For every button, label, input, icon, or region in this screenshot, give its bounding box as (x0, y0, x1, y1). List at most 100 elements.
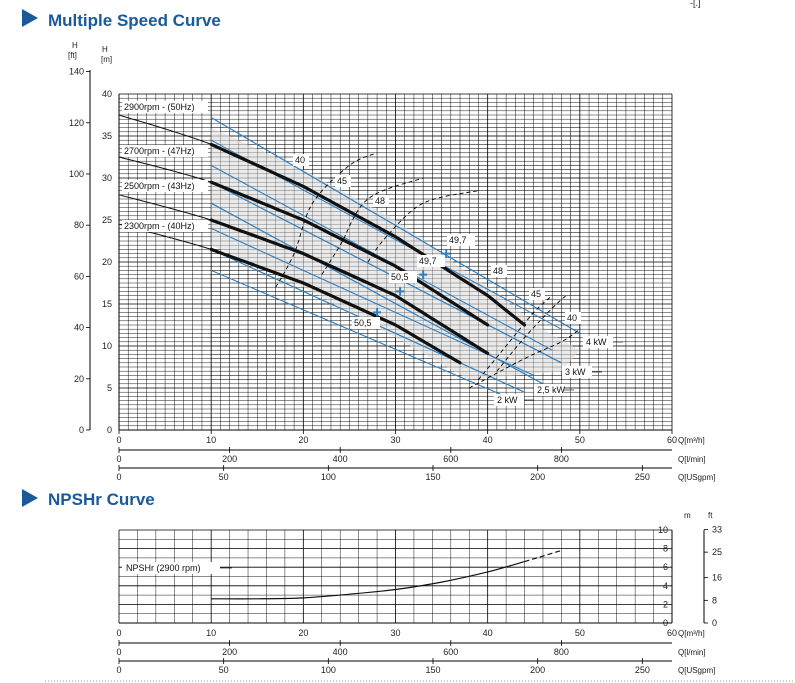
ft-tick-label: 100 (69, 169, 84, 179)
npshr-x-tick-label: 10 (206, 628, 216, 638)
efficiency-label-bg (491, 265, 507, 277)
section-arrow-icon (22, 489, 38, 507)
efficiency-line (468, 328, 581, 389)
npshr-x-tick-label: 200 (530, 665, 545, 675)
efficiency-label-bg (335, 175, 351, 187)
ft-tick-label: 80 (74, 220, 84, 230)
ft-axis-label: H (72, 41, 78, 50)
ft-tick-label: 40 (74, 323, 84, 333)
power-label-bg (583, 336, 613, 348)
npshr-x-tick-label: 800 (554, 647, 569, 657)
npshr-x-tick-label: 100 (321, 665, 336, 675)
ft-tick-label: 140 (69, 67, 84, 77)
efficiency-line (275, 152, 378, 288)
x-tick-label: 50 (219, 472, 229, 482)
npshr-x-tick-label: 150 (425, 665, 440, 675)
speed-label-bg (122, 145, 208, 157)
efficiency-lines (275, 152, 581, 389)
npshr-x-tick-label: 250 (635, 665, 650, 675)
power-lines (210, 117, 581, 402)
section-arrow-icon (22, 9, 38, 27)
multiple-speed-header: Multiple Speed Curve (22, 9, 221, 30)
x-tick-label: 10 (206, 435, 216, 445)
power-label: 2 kW (497, 395, 518, 405)
speed-label: 2300rpm - (40Hz) (124, 221, 195, 231)
npshr-m-tick-label: 4 (663, 581, 668, 591)
efficiency-label-bg (565, 312, 581, 324)
npshr-x-tick-label: 0 (116, 665, 121, 675)
m-tick-label: 30 (102, 173, 112, 183)
efficiency-label-bg (529, 288, 545, 300)
power-line (210, 269, 516, 402)
efficiency-label: 45 (337, 176, 347, 186)
npshr-chart: 0 2 4 6 8 10 m 0 8 16 25 33 ft 0 10 20 30 40 50 60 Q[m³/h] 0 2… (116, 511, 722, 675)
efficiency-label-bg (293, 154, 309, 166)
x-tick-label: 100 (321, 472, 336, 482)
x-tick-label: 200 (530, 472, 545, 482)
efficiency-marker (373, 308, 382, 317)
m-tick-label: 40 (102, 89, 112, 99)
efficiency-line (496, 295, 567, 372)
ft-tick-label: 120 (69, 118, 84, 128)
header-mark: -[.] (690, 0, 701, 8)
power-label-bg (562, 366, 592, 378)
m-tick-label: 25 (102, 215, 112, 225)
npshr-m-tick-label: 10 (658, 525, 668, 535)
x-axis-label: Q[m³/h] (678, 436, 705, 445)
ft-tick-label: 60 (74, 271, 84, 281)
speed-label-bg (122, 180, 208, 192)
m-tick-label: 35 (102, 131, 112, 141)
speed-curve-operating (209, 142, 527, 327)
npshr-x-tick-label: 200 (222, 647, 237, 657)
speed-label-bg (122, 220, 208, 232)
npshr-curve (211, 549, 562, 600)
x-tick-label: 0 (116, 435, 121, 445)
npshr-m-tick-label: 2 (663, 599, 668, 609)
power-label: 4 kW (586, 337, 607, 347)
speed-curve-operating (209, 247, 462, 365)
m-tick-label: 20 (102, 257, 112, 267)
x-tick-label: 20 (298, 435, 308, 445)
speed-label-bg (122, 101, 208, 113)
efficiency-label: 48 (375, 196, 385, 206)
npshr-x-tick-label: 0 (116, 647, 121, 657)
x-tick-label: 0 (116, 472, 121, 482)
efficiency-label: 40 (295, 155, 305, 165)
x-tick-label: 0 (116, 454, 121, 464)
efficiency-marker (442, 249, 451, 258)
npshr-axes: 0 2 4 6 8 10 m 0 8 16 25 33 ft 0 10 20 30 40 50 60 Q[m³/h] 0 2… (116, 511, 722, 675)
efficiency-marker (419, 270, 428, 279)
npshr-x-axis-label: Q[m³/h] (678, 629, 705, 638)
power-label: 2,5 kW (537, 385, 566, 395)
efficiency-line (478, 295, 553, 380)
x-tick-label: 150 (425, 472, 440, 482)
efficiency-label-bg (447, 234, 475, 246)
speed-label: 2900rpm - (50Hz) (124, 102, 195, 112)
npshr-x-tick-label: 40 (483, 628, 493, 638)
speed-label: 2700rpm - (47Hz) (124, 146, 195, 156)
efficiency-label: 45 (531, 289, 541, 299)
efficiency-markers (373, 249, 451, 317)
ft-tick-label: 20 (74, 374, 84, 384)
npshr-x-axis-label: Q[l/min] (678, 648, 706, 657)
npshr-label-bg (122, 562, 220, 574)
m-tick-label: 10 (102, 341, 112, 351)
multiple-speed-title: Multiple Speed Curve (48, 11, 221, 30)
efficiency-label-bg (389, 271, 417, 283)
top-labels: 4 kW 3 kW 2,5 kW 2 kW 2900rpm - (50Hz) 2700rp… (122, 101, 623, 406)
npshr-curve-label: NPSHr (2900 rpm) (126, 563, 201, 573)
npshr-m-axis-label: m (684, 511, 691, 520)
npshr-x-tick-label: 400 (333, 647, 348, 657)
efficiency-label: 49,7 (419, 256, 437, 266)
npshr-x-axis-label: Q[USgpm] (678, 666, 715, 675)
efficiency-marker (396, 287, 405, 296)
npshr-x-tick-label: 60 (667, 628, 677, 638)
x-tick-label: 600 (443, 454, 458, 464)
efficiency-label: 48 (493, 266, 503, 276)
efficiency-label: 50,5 (391, 272, 409, 282)
x-tick-label: 250 (635, 472, 650, 482)
power-line (210, 117, 581, 334)
m-tick-label: 5 (107, 383, 112, 393)
npshr-header: NPSHr Curve (22, 489, 155, 509)
x-tick-label: 60 (667, 435, 677, 445)
